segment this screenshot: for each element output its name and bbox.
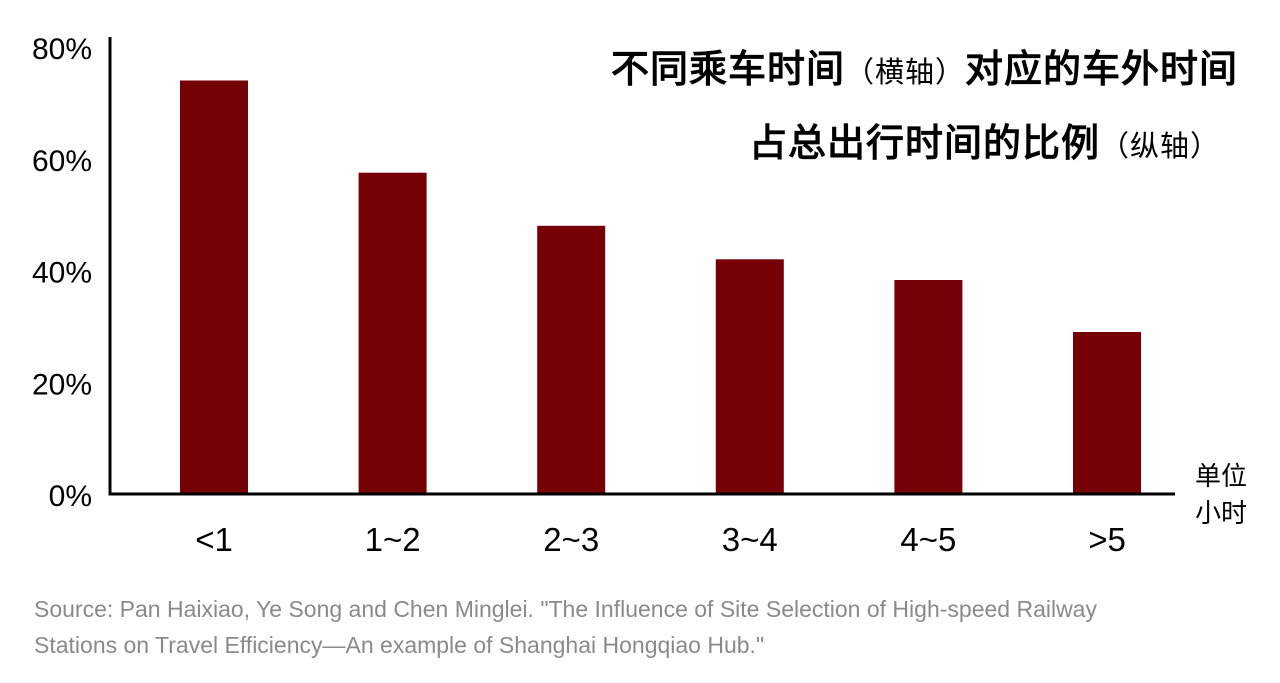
y-tick-label-0: 0% <box>49 480 92 513</box>
bar-2 <box>537 225 606 495</box>
y-tick-label-1: 20% <box>32 368 92 401</box>
y-tick-label-3: 60% <box>32 145 92 178</box>
title-paren-1: （横轴） <box>844 55 965 89</box>
chart-title-line-2: 占总出行时间的比例（纵轴） <box>749 112 1220 167</box>
title-main-1: 不同乘车时间 <box>610 47 845 91</box>
title-main-2: 占总出行时间的比例 <box>748 121 1100 165</box>
chart-title-line-1: 不同乘车时间（横轴）对应的车外时间 <box>611 38 1238 93</box>
x-tick-label-3: 3~4 <box>722 521 778 558</box>
x-unit-label-line-1: 单位 <box>1195 462 1248 492</box>
x-unit-label-line-2: 小时 <box>1195 499 1248 529</box>
x-tick-label-2: 2~3 <box>543 521 599 558</box>
x-tick-label-0: <1 <box>195 521 233 558</box>
y-tick-label-2: 40% <box>32 257 92 290</box>
title-tail-1: 对应的车外时间 <box>964 47 1238 91</box>
bar-0 <box>180 80 248 494</box>
x-tick-label-5: >5 <box>1088 521 1126 558</box>
source-citation-line-2: Stations on Travel Efficiency—An example… <box>34 632 765 658</box>
title-paren-2: （纵轴） <box>1099 129 1220 163</box>
bar-5 <box>1073 332 1141 494</box>
bar-4 <box>894 280 963 494</box>
x-tick-label-4: 4~5 <box>900 521 956 558</box>
y-tick-label-4: 80% <box>32 33 92 66</box>
bar-1 <box>358 172 427 494</box>
x-tick-label-1: 1~2 <box>365 521 421 558</box>
bar-3 <box>715 259 784 494</box>
source-citation-line-1: Source: Pan Haixiao, Ye Song and Chen Mi… <box>34 596 1097 622</box>
